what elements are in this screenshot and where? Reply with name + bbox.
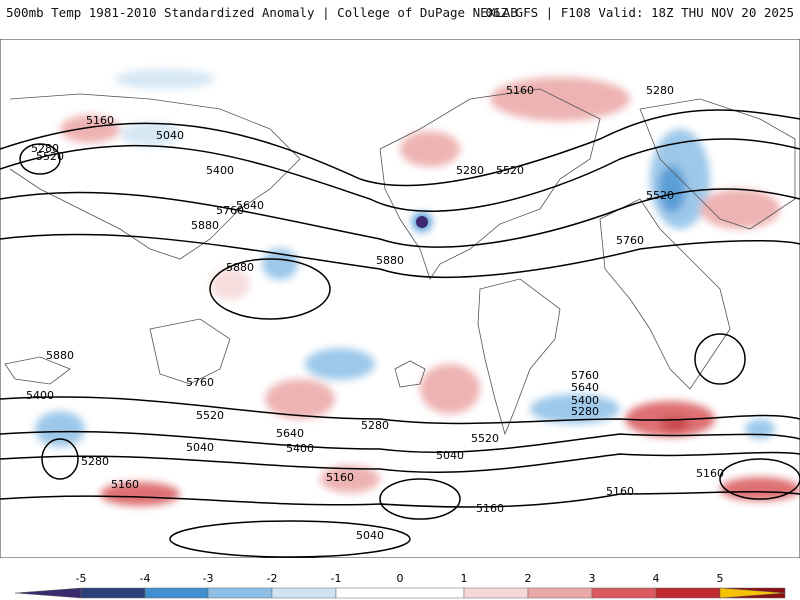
contour-labels: 5160 5040 5280 5520 5400 5760 5640 5880 … [26, 84, 724, 542]
colorbar-tick-neg2: -2 [267, 572, 278, 585]
contour-label-5040-d: 5040 [356, 529, 384, 542]
colorbar-tick-5: 5 [717, 572, 724, 585]
anomaly-shading [35, 69, 800, 506]
contour-label-5160-g: 5160 [696, 467, 724, 480]
colorbar-segment [14, 587, 82, 599]
colorbar-tick-1: 1 [461, 572, 468, 585]
contour-label-5640-c: 5640 [571, 381, 599, 394]
colorbar-tick-labels: -5 -4 -3 -2 -1 0 1 2 3 4 5 [76, 572, 724, 585]
contour-label-5280-e: 5280 [571, 405, 599, 418]
contour-label-5280-b: 5280 [456, 164, 484, 177]
contour-label-5040-c: 5040 [436, 449, 464, 462]
colorbar-tick-neg5: -5 [76, 572, 87, 585]
contour-label-5760-d: 5760 [571, 369, 599, 382]
colorbar-segments [14, 587, 786, 599]
colorbar-segment [591, 587, 657, 599]
colorbar-segment [463, 587, 529, 599]
contour-label-5400: 5400 [206, 164, 234, 177]
height-contours [0, 109, 800, 558]
contour-label-5760: 5760 [216, 204, 244, 217]
contour-label-5160-d: 5160 [326, 471, 354, 484]
colorbar-tick-3: 3 [589, 572, 596, 585]
colorbar-tick-neg3: -3 [203, 572, 214, 585]
colorbar: -5 -4 -3 -2 -1 0 1 2 3 4 5 [14, 572, 786, 599]
contour-label-5760-c: 5760 [186, 376, 214, 389]
contour-label-5880-c: 5880 [376, 254, 404, 267]
contour-label-5160-c: 5160 [111, 478, 139, 491]
contour-label-5280: 5280 [31, 142, 59, 155]
contour-label-5160: 5160 [86, 114, 114, 127]
colorbar-segment [527, 587, 593, 599]
colorbar-segment [271, 587, 337, 599]
contour-label-5880-b: 5880 [226, 261, 254, 274]
contour-label-5880-d: 5880 [46, 349, 74, 362]
contour-label-5040: 5040 [156, 129, 184, 142]
contour-label-5880: 5880 [191, 219, 219, 232]
contour-label-5280-c: 5280 [646, 84, 674, 97]
contour-label-5520: 5520 [36, 150, 64, 163]
model-run-info: 06Z GFS | F108 Valid: 18Z THU NOV 20 202… [485, 5, 794, 20]
strong-cold-anomaly [416, 216, 428, 228]
colorbar-segment [719, 587, 786, 599]
colorbar-tick-4: 4 [653, 572, 660, 585]
colorbar-segment [80, 587, 146, 599]
contour-label-5760-b: 5760 [616, 234, 644, 247]
contour-label-5040-b: 5040 [186, 441, 214, 454]
contour-label-5520-b: 5520 [496, 164, 524, 177]
coastlines [4, 88, 796, 436]
contour-label-5400-b: 5400 [26, 389, 54, 402]
colorbar-segment [144, 587, 209, 599]
colorbar-segment [207, 587, 273, 599]
contour-label-5640: 5640 [236, 199, 264, 212]
map-title: 500mb Temp 1981-2010 Standardized Anomal… [6, 5, 518, 20]
contour-label-5520-e: 5520 [471, 432, 499, 445]
contour-label-5400-c: 5400 [286, 442, 314, 455]
colorbar-tick-2: 2 [525, 572, 532, 585]
contour-label-5520-d: 5520 [196, 409, 224, 422]
contour-label-5160-f: 5160 [606, 485, 634, 498]
anomaly-map: 5160 5040 5280 5520 5400 5760 5640 5880 … [0, 39, 800, 558]
colorbar-tick-0: 0 [397, 572, 404, 585]
colorbar-tick-neg1: -1 [331, 572, 342, 585]
contour-label-5520-c: 5520 [646, 189, 674, 202]
colorbar-segment [335, 587, 465, 599]
contour-label-5400-d: 5400 [571, 394, 599, 407]
colorbar-tick-neg4: -4 [140, 572, 151, 585]
contour-label-5280-d: 5280 [361, 419, 389, 432]
contour-label-5640-b: 5640 [276, 427, 304, 440]
contour-label-5280-f: 5280 [81, 455, 109, 468]
contour-label-5160-e: 5160 [476, 502, 504, 515]
contour-label-5160-b: 5160 [506, 84, 534, 97]
colorbar-segment [655, 587, 721, 599]
